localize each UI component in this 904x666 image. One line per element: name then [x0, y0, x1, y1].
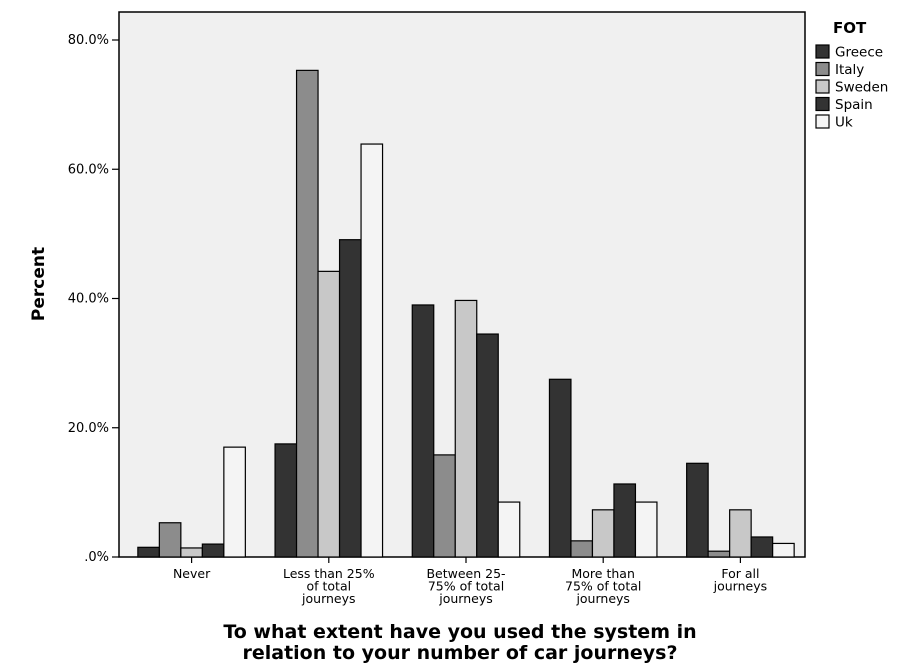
legend-swatch-greece: [815, 44, 830, 59]
bar-uk-3: [497, 501, 521, 558]
legend-swatch-italy: [815, 61, 830, 77]
legend-swatch-uk: [815, 114, 830, 129]
bar-greece-3: [411, 304, 435, 558]
y-tick-label: .0%: [84, 550, 109, 565]
x-axis: Never Less than 25% of total journeys Betwee…: [173, 557, 767, 606]
legend-label-uk: Uk: [835, 115, 853, 131]
x-axis-title: To what extent have you used the system …: [223, 621, 696, 664]
y-tick-label: 60.0%: [68, 162, 109, 177]
legend-title: FOT: [833, 19, 867, 37]
y-tick-label: 80.0%: [68, 33, 109, 48]
legend-label-sweden: Sweden: [835, 80, 888, 96]
y-tick-label: 20.0%: [68, 421, 109, 436]
bar-sweden-2: [317, 270, 341, 558]
y-tick-label: 40.0%: [68, 292, 109, 307]
bar-spain-4: [613, 483, 637, 558]
bar-sweden-1: [180, 547, 203, 558]
legend-label-italy: Italy: [835, 62, 864, 78]
bar-spain-1: [201, 543, 225, 558]
bar-italy-2: [295, 69, 319, 558]
bar-uk-2: [360, 143, 384, 558]
legend-label-spain: Spain: [835, 97, 873, 113]
legend-swatch-sweden: [815, 79, 830, 94]
bar-greece-2: [274, 443, 298, 558]
y-axis-title: Percent: [29, 247, 49, 321]
bar-greece-5: [686, 462, 709, 558]
bar-greece-4: [548, 378, 572, 558]
x-tick-label: Between 25-75% of total journeys: [426, 566, 505, 606]
bar-uk-1: [223, 446, 246, 558]
bar-italy-3: [433, 454, 456, 558]
bar-sweden-4: [591, 509, 615, 558]
x-tick-label: Never: [173, 566, 211, 581]
bar-uk-4: [634, 501, 658, 558]
bar-italy-4: [570, 540, 594, 558]
legend-swatch-spain: [815, 96, 830, 112]
bar-italy-5: [707, 550, 731, 558]
bar-greece-1: [137, 546, 160, 558]
y-axis: .0% 20.0% 40.0% 60.0% 80.0%: [68, 33, 119, 565]
bar-italy-1: [158, 522, 182, 558]
bar-spain-5: [750, 536, 774, 558]
bar-spain-2: [338, 239, 362, 558]
bars: [137, 69, 795, 558]
bar-spain-3: [476, 333, 499, 558]
bar-sweden-5: [729, 509, 752, 558]
bar-uk-5: [772, 542, 795, 558]
bar-sweden-3: [454, 299, 478, 558]
x-tick-label: For all journeys: [713, 566, 768, 594]
legend-label-greece: Greece: [835, 45, 883, 61]
x-tick-label: Less than 25% of total journeys: [283, 566, 375, 606]
x-tick-label: More than 75% of total journeys: [565, 566, 641, 606]
